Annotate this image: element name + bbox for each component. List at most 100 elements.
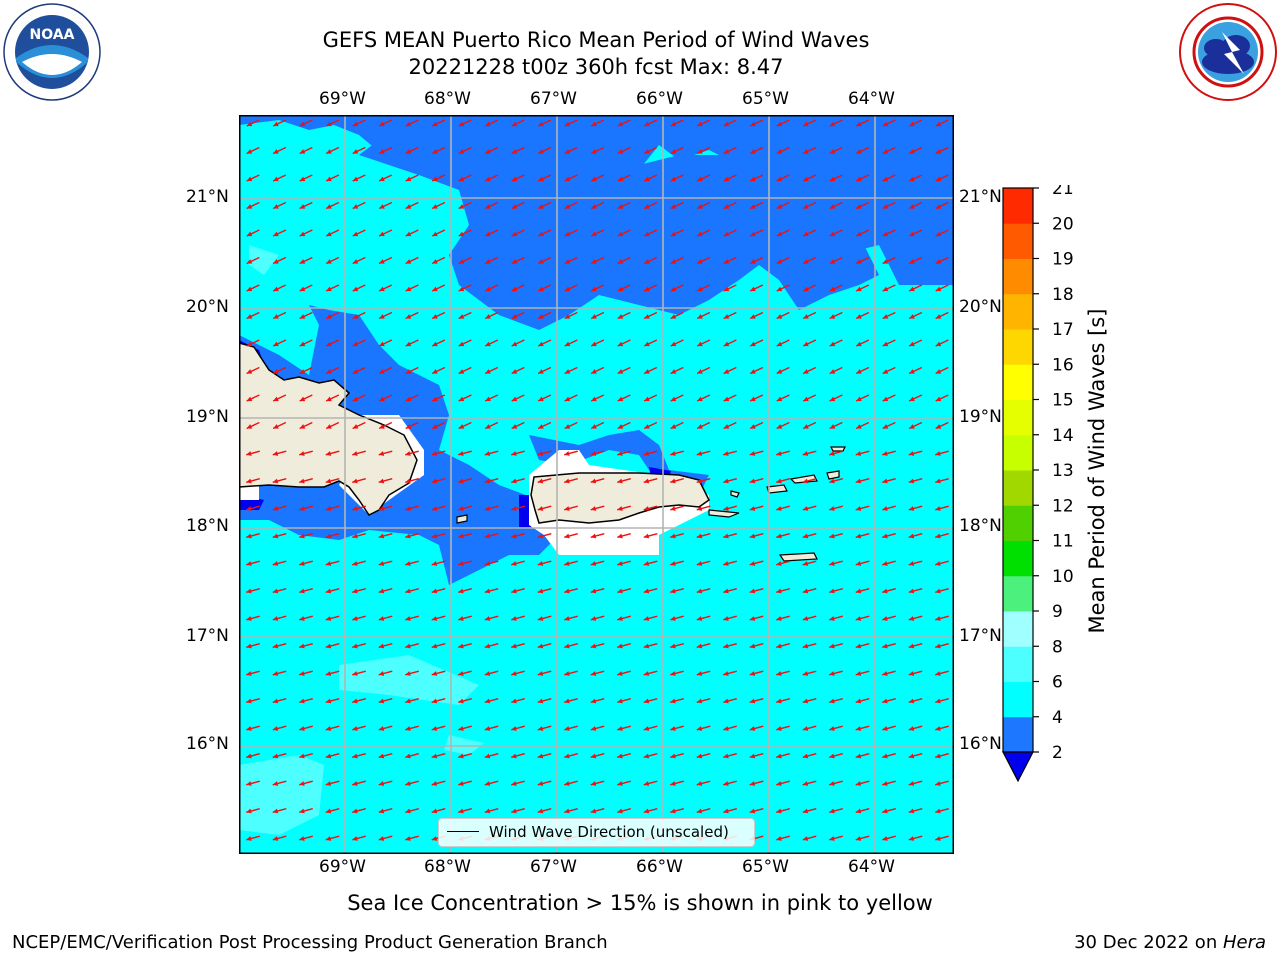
wind-wave-arrowhead — [352, 781, 358, 786]
wind-wave-arrowhead — [352, 176, 359, 182]
wind-wave-arrowhead — [882, 753, 888, 759]
wind-wave-arrowhead — [749, 698, 756, 704]
wind-wave-arrowhead — [617, 643, 623, 649]
wind-wave-arrowhead — [855, 836, 862, 841]
wind-wave-arrowhead — [352, 671, 358, 676]
wind-wave-arrowhead — [405, 121, 412, 127]
wind-wave-arrowhead — [829, 231, 836, 237]
wind-wave-arrowhead — [803, 424, 809, 429]
wind-wave-arrowhead — [326, 286, 332, 292]
wind-wave-arrowhead — [856, 231, 862, 237]
wind-wave-arrowhead — [564, 369, 571, 374]
wind-wave-arrowhead — [458, 588, 464, 594]
wind-wave-arrowhead — [299, 533, 305, 539]
wind-wave-arrowhead — [591, 314, 597, 319]
legend-label: Wind Wave Direction (unscaled) — [489, 823, 729, 841]
wind-wave-arrowhead — [749, 753, 756, 759]
wind-wave-arrowhead — [590, 533, 597, 539]
wind-wave-arrowhead — [696, 506, 703, 511]
wind-wave-arrowhead — [855, 478, 862, 484]
colorbar-segment — [1003, 293, 1033, 330]
colorbar-tick-label: 21 — [1052, 185, 1074, 199]
wind-wave-arrowhead — [670, 204, 677, 209]
wind-wave-arrowhead — [378, 478, 385, 484]
wind-wave-arrowhead — [432, 259, 438, 264]
wind-wave-arrowhead — [617, 369, 624, 374]
wind-wave-arrowhead — [776, 259, 783, 264]
wind-wave-arrowhead — [696, 753, 703, 759]
wind-wave-arrowhead — [458, 396, 465, 402]
wind-wave-arrowhead — [511, 369, 518, 374]
wind-wave-arrowhead — [378, 451, 385, 456]
wind-wave-arrowhead — [299, 616, 305, 621]
wind-wave-arrowhead — [723, 671, 729, 676]
wind-wave-arrowhead — [272, 781, 279, 786]
wind-wave-arrowhead — [696, 781, 703, 786]
wind-wave-arrowhead — [299, 204, 306, 209]
wind-wave-arrowhead — [882, 671, 888, 676]
wind-wave-arrowhead — [246, 341, 253, 347]
wind-wave-arrowhead — [749, 478, 756, 484]
chart-title-line2: 20221228 t00z 360h fcst Max: 8.47 — [408, 55, 784, 79]
wind-wave-arrowhead — [299, 561, 305, 566]
wind-wave-arrowhead — [537, 533, 544, 539]
wind-wave-arrowhead — [246, 726, 252, 731]
wind-wave-arrowhead — [802, 533, 809, 539]
wind-wave-arrowhead — [935, 314, 942, 319]
wind-wave-arrowhead — [670, 369, 677, 374]
wind-wave-arrowhead — [564, 121, 571, 127]
wind-wave-arrowhead — [325, 588, 332, 594]
wind-wave-arrowhead — [405, 231, 412, 237]
colorbar-tick-label: 19 — [1052, 250, 1074, 270]
wind-wave-arrowhead — [511, 424, 518, 429]
wind-wave-arrowhead — [617, 396, 624, 402]
wind-wave-arrowhead — [379, 286, 385, 292]
wind-wave-arrowhead — [882, 286, 889, 292]
wind-wave-arrowhead — [485, 341, 491, 347]
wind-wave-arrowhead — [856, 149, 862, 154]
wind-wave-arrowhead — [458, 698, 464, 704]
wind-wave-arrowhead — [379, 204, 385, 209]
wind-wave-arrowhead — [564, 726, 570, 731]
wind-wave-arrowhead — [829, 451, 835, 456]
wind-wave-arrowhead — [855, 588, 862, 594]
wind-wave-arrowhead — [538, 369, 544, 374]
wind-wave-arrowhead — [829, 808, 835, 814]
wind-wave-arrowhead — [670, 259, 677, 264]
wind-wave-arrowhead — [246, 369, 253, 374]
wind-wave-arrowhead — [431, 506, 438, 511]
wind-wave-arrowhead — [723, 149, 730, 154]
wind-wave-arrowhead — [908, 753, 915, 759]
wind-wave-arrowhead — [564, 286, 571, 292]
wind-wave-arrowhead — [484, 808, 491, 814]
wind-wave-arrowhead — [935, 369, 942, 374]
wind-wave-arrowhead — [908, 726, 915, 731]
wind-wave-arrowhead — [644, 286, 650, 292]
wind-wave-arrowhead — [590, 506, 597, 511]
wind-wave-arrowhead — [670, 506, 676, 511]
wind-wave-arrowhead — [246, 259, 253, 264]
wind-wave-arrowhead — [325, 671, 332, 676]
wind-wave-arrowhead — [458, 341, 465, 347]
wind-wave-arrowhead — [458, 561, 464, 566]
wind-wave-arrowhead — [670, 561, 676, 566]
wind-wave-arrowhead — [299, 808, 305, 814]
wind-wave-arrowhead — [776, 836, 782, 841]
wind-wave-arrowhead — [458, 506, 464, 511]
wind-wave-arrowhead — [882, 808, 888, 814]
wind-wave-arrowhead — [299, 781, 305, 786]
wind-wave-arrowhead — [802, 451, 809, 456]
wind-wave-arrowhead — [485, 259, 491, 264]
wind-wave-arrowhead — [325, 451, 332, 456]
wind-wave-arrowhead — [802, 726, 809, 731]
wind-wave-arrowhead — [564, 643, 570, 649]
wind-wave-arrowhead — [299, 588, 305, 594]
wind-wave-arrowhead — [750, 369, 756, 374]
st-croix — [778, 552, 818, 562]
wind-wave-arrowhead — [326, 231, 332, 237]
wind-wave-arrowhead — [749, 616, 756, 621]
wind-wave-arrowhead — [855, 753, 862, 759]
wind-wave-arrowhead — [458, 616, 464, 621]
wind-wave-arrowhead — [855, 451, 862, 456]
wind-wave-arrowhead — [379, 149, 385, 154]
